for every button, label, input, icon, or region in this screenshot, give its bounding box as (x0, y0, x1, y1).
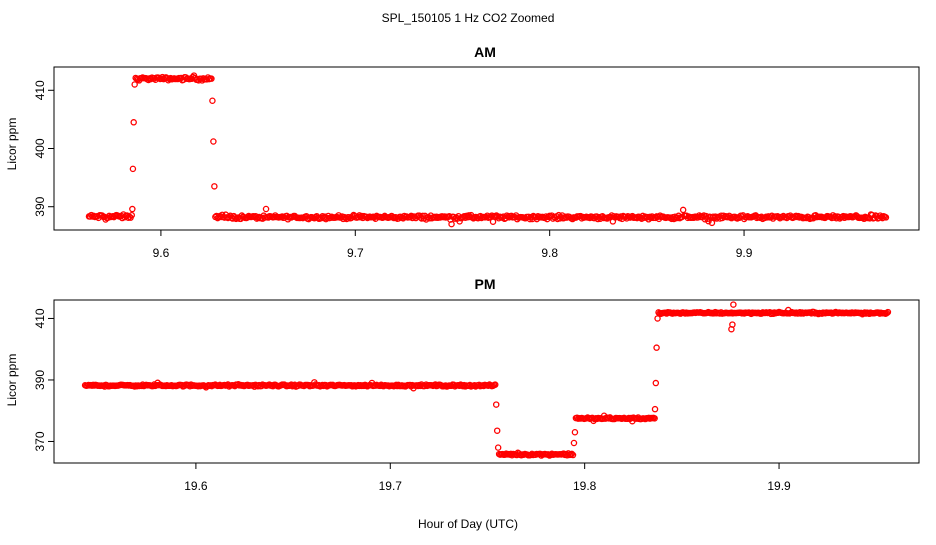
x-tick-label-am: 9.7 (347, 246, 364, 260)
x-tick-label-pm: 19.9 (767, 479, 791, 493)
series-points-am (85, 72, 890, 228)
panel-title-pm: PM (475, 276, 496, 292)
data-point (651, 415, 658, 422)
data-point (708, 219, 716, 227)
x-tick-label-pm: 19.6 (184, 479, 208, 493)
data-point (208, 75, 215, 82)
data-point (129, 165, 137, 173)
data-point (491, 381, 499, 388)
y-axis-label-pm: Licor ppm (5, 354, 19, 407)
data-point (210, 138, 217, 145)
data-point (571, 428, 579, 436)
data-point (131, 81, 138, 88)
data-point (568, 450, 576, 458)
data-point (653, 344, 660, 351)
figure-title: SPL_150105 1 Hz CO2 Zoomed (382, 11, 555, 25)
x-tick-label-pm: 19.7 (379, 479, 403, 493)
data-point (883, 309, 890, 317)
data-point (130, 119, 137, 126)
data-point (262, 205, 270, 213)
x-tick-label-am: 9.8 (541, 246, 558, 260)
x-tick-label-pm: 19.8 (573, 479, 597, 493)
data-point (448, 220, 455, 228)
x-axis-label: Hour of Day (UTC) (418, 517, 518, 531)
y-tick-label-pm: 370 (33, 431, 47, 451)
data-point (149, 382, 157, 390)
data-point (570, 439, 578, 447)
panel-am: AM Licor ppm 9.6 9.7 9.8 9.9 390 400 410 (5, 44, 920, 260)
panel-pm: PM Licor ppm 19.6 19.7 19.8 19.9 370 390 410 (5, 276, 920, 493)
series-points-pm (81, 301, 892, 459)
data-point (679, 206, 687, 214)
data-point (884, 308, 892, 316)
data-point (493, 427, 501, 434)
data-point (211, 183, 218, 190)
x-tick-label-am: 9.6 (153, 246, 170, 260)
y-axis-label-am: Licor ppm (5, 118, 19, 171)
data-point (730, 301, 737, 308)
y-tick-label-pm: 410 (33, 308, 47, 328)
data-point (209, 97, 216, 105)
x-tick-label-am: 9.9 (736, 246, 753, 260)
y-tick-label-am: 390 (33, 196, 47, 216)
data-point (128, 211, 135, 219)
panel-title-am: AM (474, 44, 496, 60)
data-point (882, 214, 890, 221)
plot-frame-pm (53, 299, 920, 464)
y-tick-label-am: 410 (33, 80, 47, 100)
data-point (492, 401, 500, 408)
data-point (129, 205, 136, 213)
plot-frame-am (53, 66, 920, 231)
y-tick-label-am: 400 (33, 138, 47, 158)
data-point (652, 379, 660, 387)
y-tick-label-pm: 390 (33, 370, 47, 390)
data-point (651, 405, 659, 413)
data-point (494, 444, 502, 451)
data-point (729, 321, 736, 328)
data-point (569, 451, 577, 459)
